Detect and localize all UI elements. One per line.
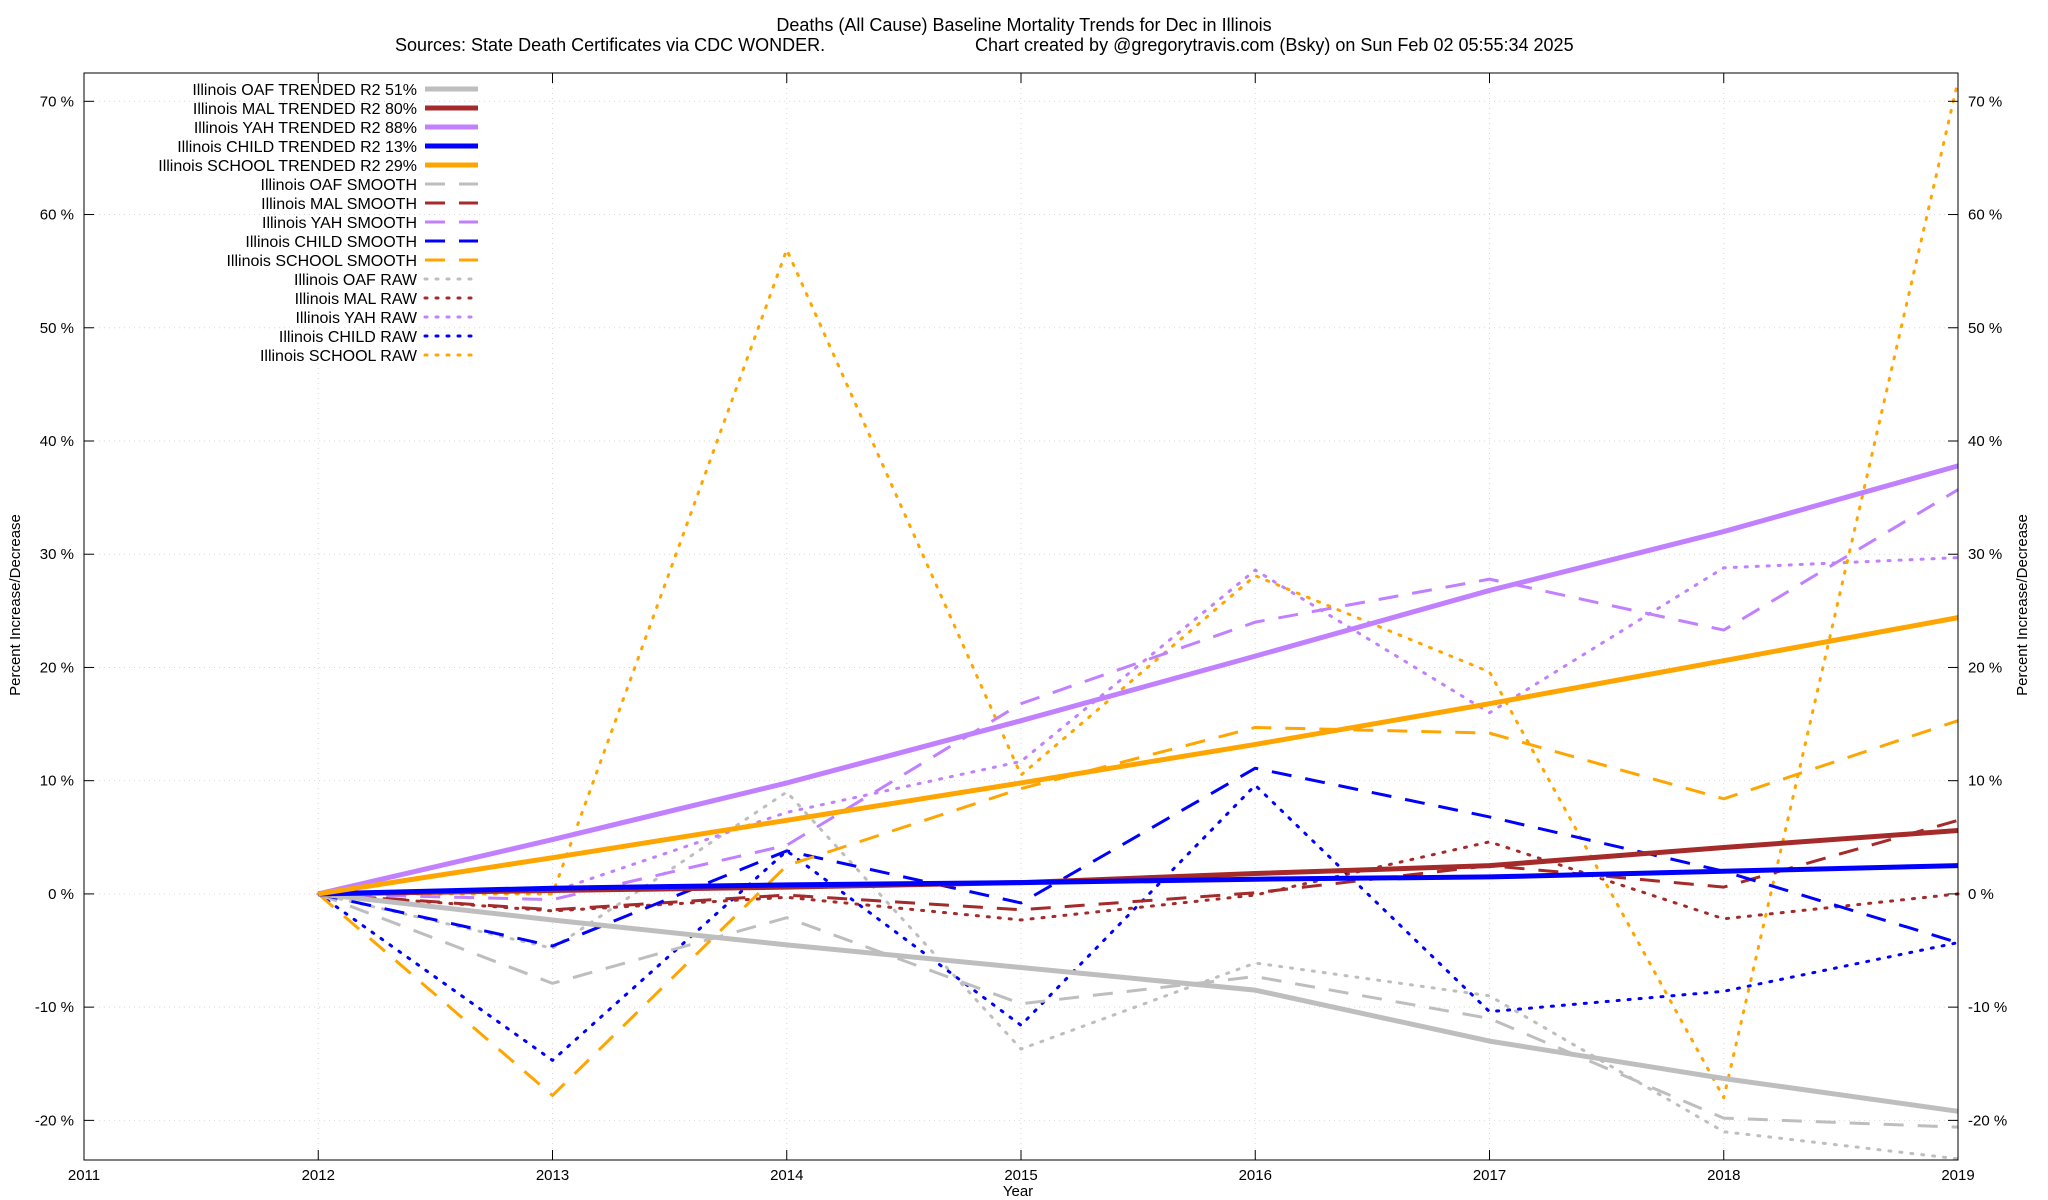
series-line-illinois-child-trended [318, 863, 1959, 897]
series-line-illinois-school-raw [316, 79, 1960, 1100]
y-tick-label: 70 % [40, 93, 74, 110]
chart-subtitle-credit: Chart created by @gregorytravis.com (Bsk… [975, 35, 1574, 55]
legend-label: Illinois SCHOOL TRENDED R2 29% [158, 158, 417, 175]
series-line-illinois-school-trended [317, 615, 1959, 897]
legend-label: Illinois YAH SMOOTH [262, 215, 417, 232]
x-tick-label: 2012 [302, 1167, 335, 1184]
x-tick-label: 2013 [536, 1167, 569, 1184]
y2-tick-label: -10 % [1968, 999, 2007, 1016]
legend: Illinois OAF TRENDED R2 51% Illinois MAL … [158, 82, 480, 365]
y-tick-label: 20 % [40, 659, 74, 676]
x-tick-label: 2019 [1941, 1167, 1974, 1184]
x-tick-label: 2011 [68, 1167, 100, 1184]
series-line-illinois-child-smooth [317, 766, 1959, 948]
series-line-illinois-mal-trended [318, 828, 1959, 897]
series-line-illinois-oaf-trended [317, 891, 1959, 1114]
legend-label: Illinois CHILD TRENDED R2 13% [177, 139, 417, 156]
x-axis-label: Year [1003, 1183, 1033, 1200]
legend-label: Illinois SCHOOL SMOOTH [226, 253, 417, 270]
y-tick-label: 40 % [40, 433, 74, 450]
y-tick-label: 30 % [40, 546, 74, 563]
legend-label: Illinois OAF SMOOTH [261, 177, 417, 194]
y2-axis-label: Percent Increase/Decrease [2014, 514, 2031, 696]
chart-subtitle-sources: Sources: State Death Certificates via CD… [395, 35, 825, 55]
series-line-illinois-yah-trended [317, 463, 1959, 897]
y-tick-label: 60 % [40, 207, 74, 224]
legend-label: Illinois YAH TRENDED R2 88% [194, 120, 417, 137]
y-tick-label: -10 % [35, 999, 74, 1016]
axis-ticks: -20 % -20 % -10 % -10 % 0 % 0 % 10 % 10 % 20 % 20… [35, 73, 2007, 1184]
chart-title: Deaths (All Cause) Baseline Mortality Tr… [776, 15, 1271, 35]
y2-tick-label: 40 % [1968, 433, 2002, 450]
series-line-illinois-mal-smooth [318, 818, 1959, 912]
y2-tick-label: 50 % [1968, 320, 2002, 337]
y2-tick-label: 20 % [1968, 659, 2002, 676]
legend-label: Illinois CHILD RAW [279, 329, 418, 346]
y2-tick-label: 70 % [1968, 93, 2002, 110]
legend-label: Illinois SCHOOL RAW [260, 348, 418, 365]
legend-label: Illinois MAL SMOOTH [261, 196, 417, 213]
y-axis-label: Percent Increase/Decrease [7, 514, 24, 696]
series-line-illinois-school-smooth [317, 719, 1959, 1097]
series-line-illinois-oaf-smooth [317, 892, 1959, 1129]
x-tick-label: 2015 [1004, 1167, 1037, 1184]
x-tick-label: 2018 [1707, 1167, 1740, 1184]
legend-label: Illinois YAH RAW [295, 310, 417, 327]
y2-tick-label: 60 % [1968, 207, 2002, 224]
legend-label: Illinois OAF RAW [294, 272, 418, 289]
legend-label: Illinois OAF TRENDED R2 51% [192, 82, 417, 99]
y2-tick-label: 30 % [1968, 546, 2002, 563]
x-tick-label: 2014 [770, 1167, 803, 1184]
x-tick-label: 2016 [1239, 1167, 1272, 1184]
legend-label: Illinois MAL TRENDED R2 80% [193, 101, 417, 118]
y-tick-label: 50 % [40, 320, 74, 337]
series-line-illinois-child-raw [316, 783, 1960, 1062]
y-tick-label: 10 % [40, 773, 74, 790]
legend-label: Illinois CHILD SMOOTH [245, 234, 417, 251]
y-tick-label: -20 % [35, 1112, 74, 1129]
plot-series [316, 79, 1960, 1161]
y2-tick-label: -20 % [1968, 1112, 2007, 1129]
y-tick-label: 0 % [48, 886, 74, 903]
y2-tick-label: 10 % [1968, 773, 2002, 790]
y2-tick-label: 0 % [1968, 886, 1994, 903]
series-line-illinois-yah-raw [316, 556, 1960, 896]
x-tick-label: 2017 [1473, 1167, 1506, 1184]
legend-label: Illinois MAL RAW [295, 291, 418, 308]
